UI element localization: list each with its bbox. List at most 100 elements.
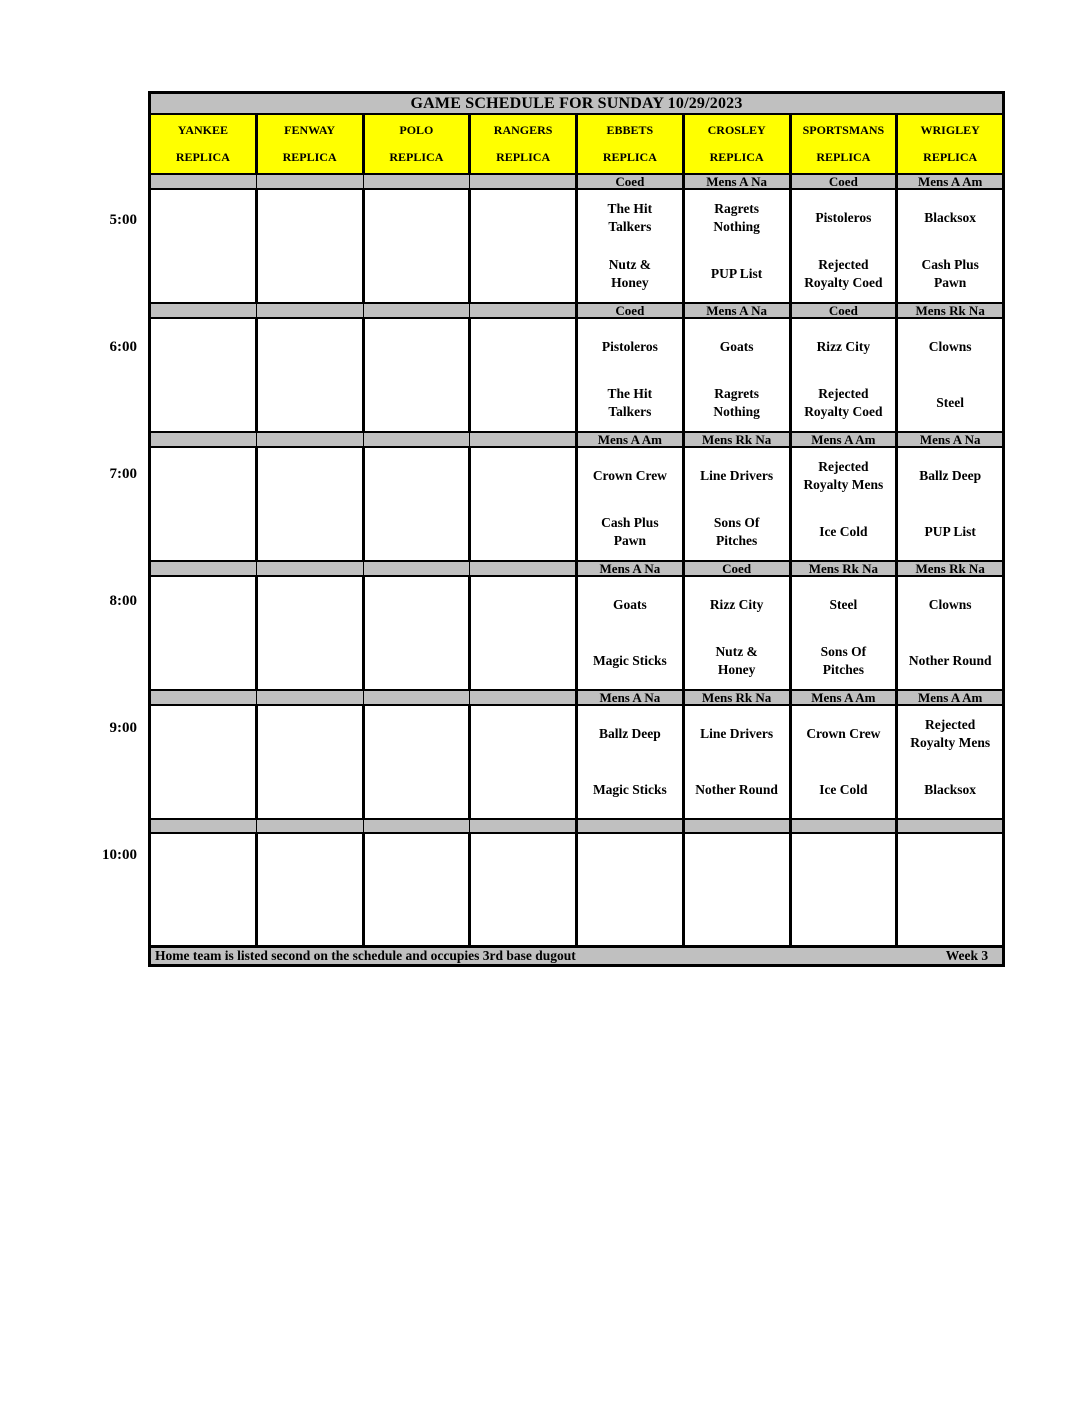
league-label: Coed — [575, 302, 685, 319]
game-cell: The Hit Talkers Nutz & Honey — [575, 188, 685, 304]
empty-field-cell — [254, 575, 365, 691]
band-cell — [469, 302, 577, 319]
field-sub: REPLICA — [496, 150, 551, 164]
game-cell: Ragrets Nothing PUP List — [681, 188, 792, 304]
away-team: Ballz Deep — [919, 468, 982, 483]
away-team: Pistoleros — [601, 339, 658, 354]
home-team: Nother Round — [695, 782, 778, 797]
time-label: 7:00 — [109, 466, 138, 482]
away-team: Rizz City — [709, 597, 764, 612]
game-cell: Line Drivers Sons Of Pitches — [681, 446, 792, 562]
band-cell — [362, 689, 471, 706]
league-label: Mens A Am — [895, 689, 1006, 706]
home-team: Steel — [936, 395, 965, 410]
band-cell — [469, 173, 577, 190]
schedule-title: GAME SCHEDULE FOR SUNDAY 10/29/2023 — [147, 91, 1006, 115]
game-cell: Pistoleros The Hit Talkers — [575, 317, 685, 433]
away-team: Pistoleros — [815, 210, 872, 225]
time-label: 6:00 — [109, 339, 138, 355]
league-label: Mens A Na — [575, 560, 685, 577]
league-row-10-00 — [149, 818, 1006, 834]
empty-field-cell — [148, 704, 258, 820]
field-name: WRIGLEY — [920, 123, 980, 137]
league-label: Coed — [575, 173, 685, 190]
game-cell: Blacksox Cash Plus Pawn — [895, 188, 1006, 304]
field-header-rangers: RANGERS REPLICA — [468, 113, 578, 175]
game-cell: Goats Ragrets Nothing — [681, 317, 792, 433]
home-team: Cash Plus Pawn — [921, 257, 979, 290]
home-team: Cash Plus Pawn — [601, 515, 659, 548]
league-label: Mens A Na — [575, 689, 685, 706]
field-name: FENWAY — [284, 123, 336, 137]
time-label: 5:00 — [109, 212, 138, 228]
league-label: Mens A Na — [681, 302, 792, 319]
band-cell — [255, 818, 364, 834]
band-cell — [149, 689, 257, 706]
field-header-yankee: YANKEE REPLICA — [148, 113, 258, 175]
away-team — [578, 834, 682, 890]
game-cell — [788, 832, 899, 948]
field-header-wrigley: WRIGLEY REPLICA — [895, 113, 1006, 175]
empty-field-cell — [468, 446, 578, 562]
band-cell — [469, 560, 577, 577]
away-team: Blacksox — [924, 210, 977, 225]
game-cell: Ballz Deep Magic Sticks — [575, 704, 685, 820]
away-team: Rejected Royalty Mens — [803, 459, 884, 492]
home-team: Ice Cold — [819, 782, 868, 797]
field-sub: REPLICA — [175, 150, 230, 164]
game-row-10-00 — [148, 832, 1006, 948]
home-team — [685, 890, 789, 946]
home-team: Nutz & Honey — [715, 644, 758, 677]
league-label: Mens Rk Na — [895, 302, 1006, 319]
band-cell — [149, 173, 257, 190]
league-label: Mens A Am — [788, 689, 899, 706]
week-label: Week 3 — [945, 948, 989, 963]
band-cell — [149, 431, 257, 448]
league-label: Mens A Am — [575, 431, 685, 448]
game-row-8-00: Goats Magic Sticks Rizz City Nutz & Hone… — [148, 575, 1006, 691]
empty-field-cell — [254, 188, 365, 304]
league-label — [895, 818, 1006, 834]
away-team: The Hit Talkers — [607, 201, 653, 234]
home-team: Rejected Royalty Coed — [804, 386, 883, 419]
band-cell — [255, 431, 364, 448]
game-cell — [895, 832, 1006, 948]
empty-field-cell — [468, 317, 578, 433]
league-label: Mens A Na — [681, 173, 792, 190]
empty-field-cell — [254, 832, 365, 948]
away-team: Steel — [829, 597, 858, 612]
empty-field-cell — [361, 317, 472, 433]
footer-row: Home team is listed second on the schedu… — [147, 945, 1006, 967]
league-row-6-00: Coed Mens A Na Coed Mens Rk Na — [149, 302, 1006, 319]
empty-field-cell — [148, 188, 258, 304]
field-sub: REPLICA — [709, 150, 764, 164]
home-team: Magic Sticks — [592, 653, 667, 668]
time-label: 9:00 — [109, 720, 138, 736]
game-cell: Pistoleros Rejected Royalty Coed — [788, 188, 899, 304]
field-sub: REPLICA — [282, 150, 337, 164]
league-label: Mens Rk Na — [788, 560, 899, 577]
game-row-7-00: Crown Crew Cash Plus Pawn Line Drivers S… — [148, 446, 1006, 562]
game-cell: Line Drivers Nother Round — [681, 704, 792, 820]
empty-field-cell — [148, 832, 258, 948]
band-cell — [362, 818, 471, 834]
away-team: Ballz Deep — [598, 726, 661, 741]
game-cell: Crown Crew Cash Plus Pawn — [575, 446, 685, 562]
home-team: PUP List — [710, 266, 763, 281]
field-header-row: YANKEE REPLICA FENWAY REPLICA POLO REPLI… — [148, 113, 1006, 175]
field-header-fenway: FENWAY REPLICA — [254, 113, 365, 175]
field-name: RANGERS — [493, 123, 553, 137]
empty-field-cell — [468, 832, 578, 948]
league-label — [681, 818, 792, 834]
band-cell — [255, 689, 364, 706]
league-label: Mens Rk Na — [681, 431, 792, 448]
away-team: Crown Crew — [592, 468, 667, 483]
home-team: Sons Of Pitches — [713, 515, 760, 548]
game-cell: Clowns Steel — [895, 317, 1006, 433]
field-name: EBBETS — [606, 123, 654, 137]
home-team — [898, 890, 1002, 946]
empty-field-cell — [361, 446, 472, 562]
home-team: The Hit Talkers — [607, 386, 653, 419]
game-cell: Clowns Nother Round — [895, 575, 1006, 691]
empty-field-cell — [468, 188, 578, 304]
